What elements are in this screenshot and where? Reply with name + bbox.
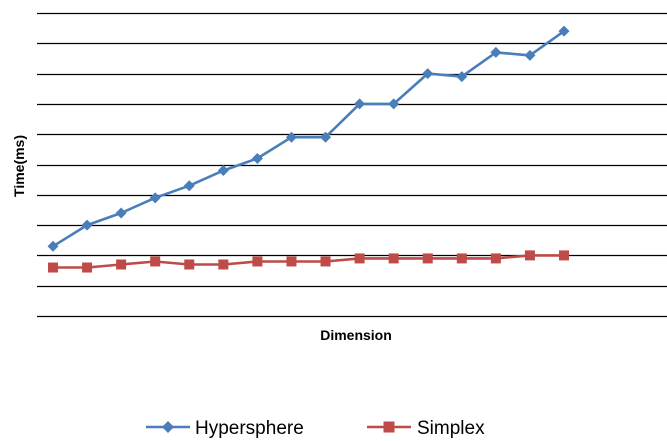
- data-point: [388, 253, 399, 264]
- series-layer: [47, 25, 570, 273]
- legend-marker: [162, 421, 174, 433]
- data-point: [456, 71, 468, 83]
- legend: Hypersphere Simplex: [146, 418, 485, 439]
- data-point: [524, 250, 535, 261]
- legend-item-simplex: Simplex: [367, 418, 485, 439]
- legend-marker: [383, 421, 395, 433]
- data-point: [149, 192, 161, 204]
- y-axis-title: Time(ms): [11, 135, 27, 197]
- data-point: [490, 46, 502, 58]
- data-point: [183, 180, 195, 192]
- data-point: [422, 253, 433, 264]
- data-point: [422, 68, 434, 80]
- data-point: [285, 131, 297, 143]
- data-point: [388, 98, 400, 110]
- data-point: [251, 152, 263, 164]
- data-point: [115, 207, 127, 219]
- data-point: [184, 259, 195, 270]
- data-point: [47, 240, 59, 252]
- data-point: [81, 219, 93, 231]
- data-point: [286, 256, 297, 267]
- data-point: [48, 262, 58, 273]
- legend-item-hypersphere: Hypersphere: [146, 418, 304, 439]
- data-point: [558, 25, 570, 37]
- data-point: [320, 256, 331, 267]
- data-point: [559, 250, 569, 261]
- data-point: [456, 253, 467, 264]
- data-point: [217, 165, 229, 177]
- series-line: [52, 30, 565, 248]
- gridlines: [37, 12, 667, 318]
- data-point: [320, 131, 332, 143]
- series-line: [53, 254, 564, 269]
- series-simplex: [48, 250, 569, 273]
- data-point: [82, 262, 93, 273]
- series-hypersphere: [47, 25, 570, 252]
- data-point: [354, 253, 365, 264]
- data-point: [150, 256, 161, 267]
- legend-label: Hypersphere: [195, 418, 304, 439]
- data-point: [354, 98, 366, 110]
- data-point: [252, 256, 263, 267]
- x-axis-title: Dimension: [320, 327, 392, 343]
- legend-label: Simplex: [417, 418, 485, 439]
- data-point: [490, 253, 501, 264]
- data-point: [116, 259, 127, 270]
- data-point: [218, 259, 229, 270]
- data-point: [524, 49, 536, 61]
